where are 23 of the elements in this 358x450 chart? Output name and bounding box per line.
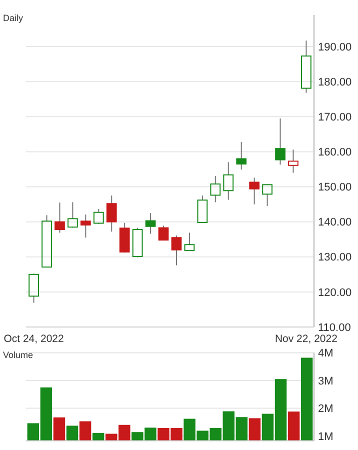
y-tick-label: 4M — [318, 348, 334, 360]
y-tick-label: 180.00 — [318, 76, 352, 88]
y-tick-label: 120.00 — [318, 286, 352, 299]
y-tick-label: 2M — [318, 403, 334, 416]
y-tick-label: 1M — [318, 430, 334, 443]
candlestick — [210, 175, 221, 203]
y-tick-label: 150.00 — [318, 182, 352, 194]
y-tick-label: 3M — [318, 375, 334, 388]
candlestick — [106, 195, 117, 232]
chart-title: Daily — [3, 13, 24, 23]
y-tick-label: 140.00 — [318, 216, 352, 229]
candlestick — [145, 212, 156, 234]
candlestick — [288, 149, 298, 174]
y-tick-label: 170.00 — [318, 112, 352, 124]
x-tick-label: Nov 22, 2022 — [274, 333, 338, 345]
y-tick-label: 160.00 — [318, 146, 352, 159]
y-tick-label: 110.00 — [318, 322, 351, 334]
x-tick-label: Oct 24, 2022 — [4, 333, 64, 345]
candlestick — [223, 162, 234, 200]
chart-title: Volume — [3, 350, 34, 360]
candlestick — [236, 141, 247, 170]
y-tick-label: 130.00 — [318, 252, 352, 264]
y-tick-label: 190.00 — [318, 41, 352, 54]
